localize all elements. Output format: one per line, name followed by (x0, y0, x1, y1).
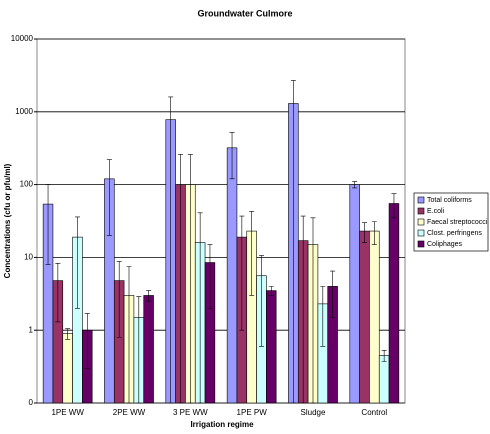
error-bar (310, 217, 316, 404)
error-bar (84, 313, 90, 369)
error-bar (45, 184, 51, 265)
error-bar (55, 262, 61, 323)
error-bar (258, 255, 264, 347)
error-bar (178, 154, 184, 404)
legend-swatch (417, 207, 425, 215)
x-axis-label: Irrigation regime (190, 420, 254, 429)
error-bar (352, 181, 358, 189)
x-tick-label: Control (361, 408, 387, 417)
error-bar (320, 286, 326, 347)
bar (378, 355, 390, 404)
bar (266, 290, 277, 404)
error-bar (381, 349, 387, 362)
legend-swatch (417, 229, 425, 237)
bar (388, 203, 400, 404)
error-bar (168, 96, 174, 404)
error-bar (300, 215, 306, 404)
legend-label: Coliphages (427, 241, 463, 248)
legend-label: Total coliforms (427, 197, 472, 204)
error-bar (197, 212, 203, 404)
error-bar (330, 270, 336, 318)
legend-swatch (417, 240, 425, 248)
error-bar (290, 80, 296, 404)
error-bar (116, 261, 122, 338)
bar (359, 230, 370, 404)
error-bar (207, 244, 213, 309)
error-bar (146, 290, 152, 302)
y-axis-label: Concentrations (cfu or pfu/ml) (3, 163, 12, 278)
error-bar (126, 266, 132, 404)
error-bar (391, 193, 397, 219)
y-tick-label: 100 (20, 180, 34, 189)
error-bar (65, 328, 71, 340)
error-bar (136, 296, 142, 404)
legend-swatch (417, 218, 425, 226)
y-tick-label: 1 (29, 325, 34, 334)
y-tick-label: 1000 (15, 107, 33, 116)
error-bar (187, 154, 193, 404)
bar (62, 333, 73, 404)
error-bar (249, 210, 255, 296)
x-tick-label: 1PE WW (51, 408, 84, 417)
error-bar (239, 215, 245, 331)
legend-label: Clost. perfringens (427, 230, 482, 237)
y-tick-label: 0 (29, 398, 34, 407)
y-tick-label: 10 (24, 253, 33, 262)
chart-title: Groundwater Culmore (197, 8, 292, 18)
legend-swatch (417, 196, 425, 204)
x-tick-label: Sludge (301, 408, 326, 417)
legend-label: Faecal streptococci (427, 219, 488, 226)
error-bar (229, 132, 235, 180)
legend-box (413, 192, 489, 252)
error-bar (371, 221, 377, 245)
x-tick-label: 2PE WW (113, 408, 146, 417)
bar (349, 184, 360, 404)
plot-area (36, 38, 406, 404)
bar (143, 295, 154, 404)
x-tick-label: 3 PE WW (173, 408, 208, 417)
bar (226, 147, 238, 404)
error-bar (362, 222, 368, 243)
x-tick-label: 1PE PW (237, 408, 268, 417)
error-bar (74, 216, 80, 309)
bar (369, 230, 380, 404)
legend-label: E.coli (427, 208, 445, 215)
error-bar (268, 286, 274, 296)
y-tick-label: 10000 (11, 34, 34, 43)
error-bar (106, 159, 112, 236)
